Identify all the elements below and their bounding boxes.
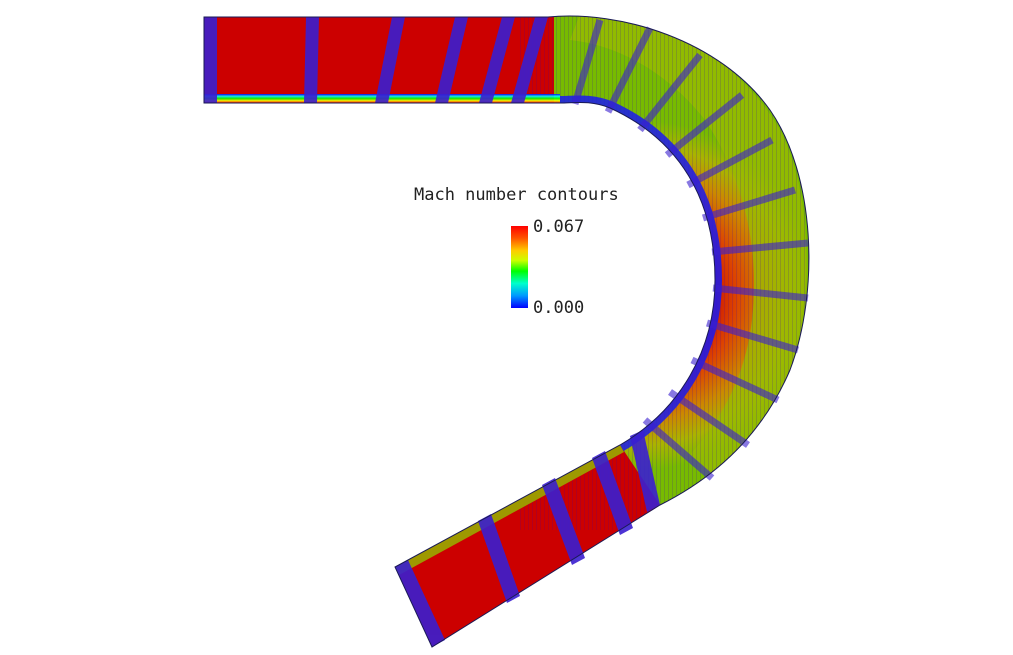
outlet-mesh-bands [395, 430, 660, 647]
inlet-mesh-bands [204, 17, 548, 103]
bend-mesh-bands [571, 19, 809, 481]
legend-title: Mach number contours [414, 185, 619, 205]
color-scale-bar [511, 226, 528, 308]
color-scale-max-label: 0.067 [533, 217, 585, 237]
color-scale-min-label: 0.000 [533, 298, 585, 318]
